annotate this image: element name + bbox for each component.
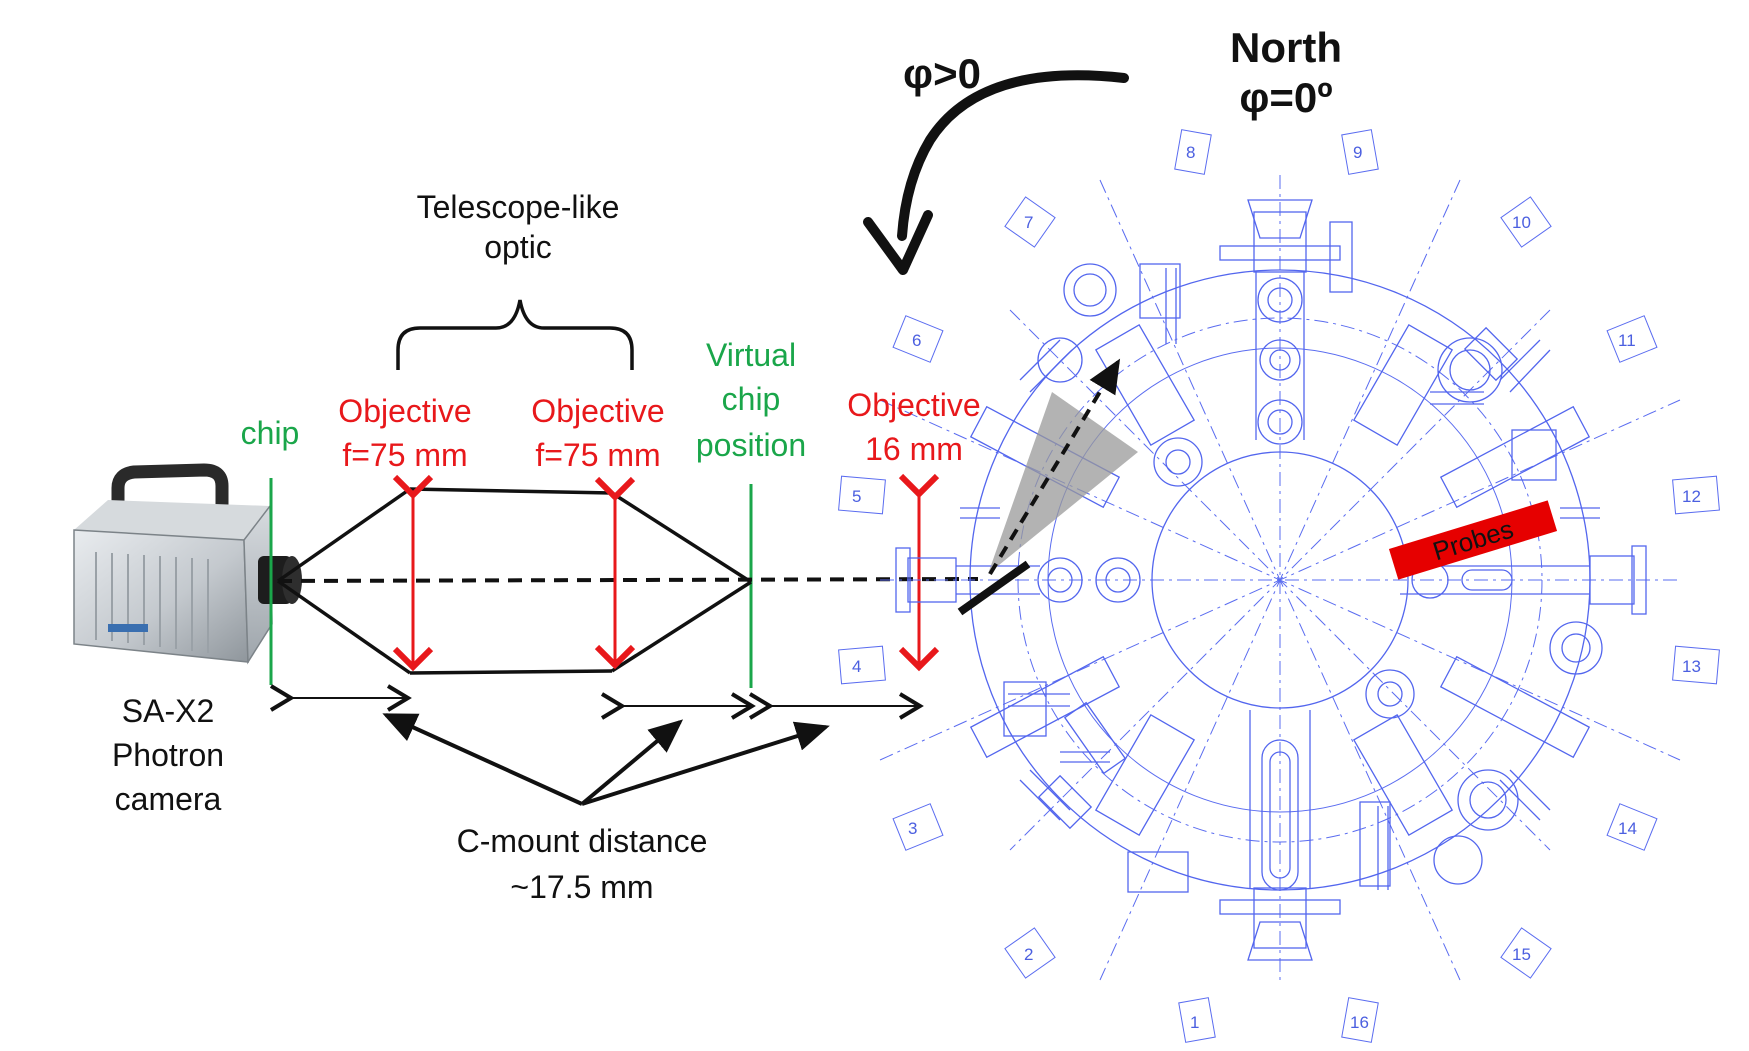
- port-tags: [838, 129, 1720, 1043]
- chip-label: chip: [241, 415, 300, 451]
- mirror: [957, 560, 1031, 616]
- camera-image: [73, 463, 302, 665]
- port-label-9: 9: [1353, 143, 1362, 162]
- phi-zero-label: φ=0º: [1239, 74, 1332, 121]
- camera-label-line3: camera: [115, 781, 222, 817]
- cmount-spacing-arrows: [269, 684, 924, 720]
- objective3-label-line1: Objective: [847, 387, 980, 423]
- port-label-10: 10: [1512, 213, 1531, 232]
- north-label: North: [1230, 24, 1342, 71]
- probes-label: Probes: [1429, 514, 1517, 567]
- telescope-label-line1: Telescope-like: [417, 189, 620, 225]
- objective3-label-line2: 16 mm: [865, 431, 963, 467]
- virtual-chip-label-line2: chip: [722, 381, 781, 417]
- chamber-drawing: 1 2 3 4 5 6 7 8 9 10 11 12 13 14 15 16: [838, 129, 1720, 1043]
- phi-positive-label: φ>0: [903, 50, 981, 97]
- objective1-label-line2: f=75 mm: [342, 437, 467, 473]
- port-label-7: 7: [1024, 213, 1033, 232]
- cmount-label-line2: ~17.5 mm: [510, 869, 653, 905]
- camera-label-line2: Photron: [112, 737, 224, 773]
- rotation-arrowhead: [863, 210, 933, 275]
- port-label-5: 5: [852, 487, 861, 506]
- port-label-3: 3: [908, 819, 917, 838]
- virtual-chip-label-line1: Virtual: [706, 337, 796, 373]
- telescope-brace: [396, 299, 634, 370]
- objective1-label-line1: Objective: [338, 393, 471, 429]
- port-label-8: 8: [1186, 143, 1195, 162]
- port-label-14: 14: [1618, 819, 1637, 838]
- port-label-6: 6: [912, 331, 921, 350]
- port-label-2: 2: [1024, 945, 1033, 964]
- camera-label-line1: SA-X2: [122, 693, 214, 729]
- objective2-label-line1: Objective: [531, 393, 664, 429]
- objective2-label-line2: f=75 mm: [535, 437, 660, 473]
- telescope-label-line2: optic: [484, 229, 552, 265]
- port-label-1: 1: [1190, 1013, 1199, 1032]
- rotation-arrow: [897, 70, 1129, 241]
- port-label-4: 4: [852, 657, 861, 676]
- beam-envelope: [276, 487, 752, 675]
- probes-bar: Probes: [1388, 500, 1558, 580]
- port-label-13: 13: [1682, 657, 1701, 676]
- port-label-15: 15: [1512, 945, 1531, 964]
- virtual-chip-label-line3: position: [696, 427, 806, 463]
- port-label-16: 16: [1350, 1013, 1369, 1032]
- cmount-pointer-arrows: [382, 713, 830, 806]
- field-of-view-cone: [988, 392, 1138, 574]
- port-label-11: 11: [1618, 331, 1636, 350]
- optical-axis: [277, 577, 979, 583]
- port-label-12: 12: [1682, 487, 1701, 506]
- cmount-label-line1: C-mount distance: [457, 823, 708, 859]
- view-direction-arrow: [988, 358, 1121, 576]
